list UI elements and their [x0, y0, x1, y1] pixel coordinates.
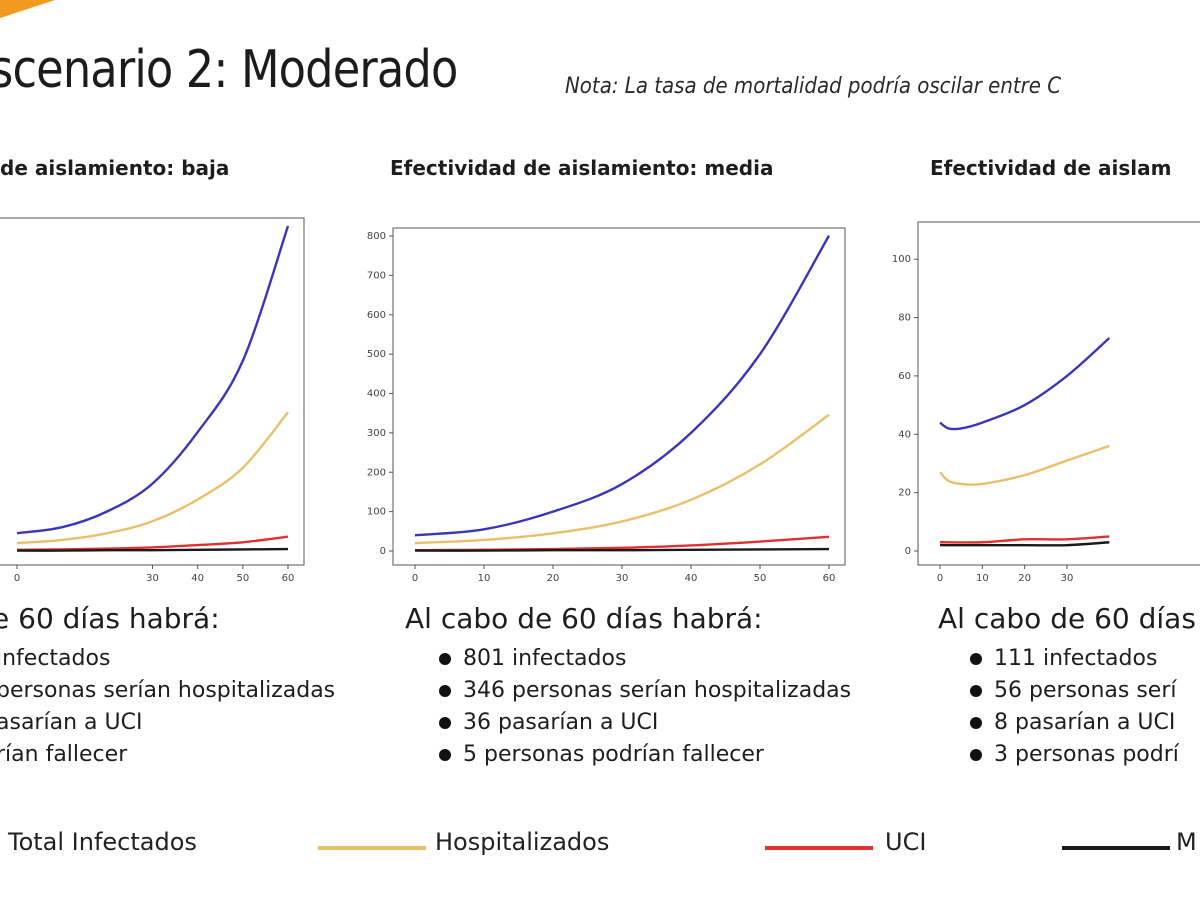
plot-frame [917, 221, 1200, 566]
bullet-icon [970, 653, 982, 665]
list-item: 801 infectados [439, 643, 851, 675]
y-tick-label: 300 [367, 428, 386, 439]
series-total-infectados [16, 225, 290, 535]
plot-frame [392, 227, 846, 566]
series-total-infectados [414, 235, 831, 537]
y-tick-label: 80 [898, 313, 911, 324]
list-item: 3 personas podrí [970, 739, 1196, 771]
x-tick-label: 10 [478, 573, 491, 584]
legend-total-infectados: Total Infectados [0, 828, 220, 864]
y-tick-label: 700 [367, 270, 386, 281]
series-total-infectados [939, 337, 1111, 431]
list-item: 36 pasarían a UCI [439, 707, 851, 739]
series-uci [939, 535, 1110, 544]
panel-1-summary: e 60 días habrá: infectados personas ser… [0, 602, 335, 771]
y-tick-label: 60 [898, 371, 911, 382]
x-tick-label: 30 [1061, 573, 1074, 584]
y-tick-label: 20 [898, 488, 911, 499]
x-tick-label: 60 [823, 573, 836, 584]
panel-3-title: Efectividad de aislam [930, 156, 1172, 180]
legend-label: UCI [885, 828, 927, 856]
bullet-icon [970, 717, 982, 729]
series-hospitalizados [414, 413, 830, 545]
list-item: infectados [0, 646, 111, 671]
summary-heading: Al cabo de 60 días habrá: [405, 602, 763, 635]
x-tick-label: 0 [14, 573, 20, 584]
legend-swatch [1062, 846, 1170, 850]
y-tick-label: 100 [892, 254, 911, 265]
list-item: 8 pasarían a UCI [970, 707, 1196, 739]
list-item: rían fallecer [0, 742, 128, 767]
y-tick-label: 0 [380, 546, 386, 557]
summary-heading: Al cabo de 60 días [938, 602, 1196, 635]
series-muertes [16, 547, 289, 552]
list-item: 346 personas serían hospitalizadas [439, 675, 851, 707]
bullet-icon [439, 685, 451, 697]
x-tick-label: 50 [754, 573, 767, 584]
legend-swatch [765, 846, 873, 850]
x-tick-label: 50 [236, 573, 249, 584]
x-tick-label: 20 [1018, 573, 1031, 584]
corner-accent-shape [0, 0, 55, 18]
list-item: 5 personas podrían fallecer [439, 739, 851, 771]
legend-muertes: M [1062, 828, 1200, 864]
panel-1-title: de aislamiento: baja [0, 156, 230, 180]
y-tick-label: 0 [905, 546, 911, 557]
y-tick-label: 100 [367, 507, 386, 518]
list-item: 111 infectados [970, 643, 1196, 675]
series-muertes [414, 547, 830, 552]
panel-3-summary: Al cabo de 60 días 111 infectados 56 per… [938, 602, 1196, 771]
panel-2-title: Efectividad de aislamiento: media [390, 156, 774, 180]
x-tick-label: 0 [412, 573, 418, 584]
legend-swatch [318, 846, 426, 850]
list-item: personas serían hospitalizadas [0, 678, 336, 703]
y-tick-label: 200 [367, 467, 386, 478]
y-tick-label: 600 [367, 310, 386, 321]
plot-frame [0, 217, 305, 566]
y-tick-label: 40 [898, 429, 911, 440]
bullet-icon [970, 685, 982, 697]
page-title: scenario 2: Moderado [0, 40, 458, 100]
x-tick-label: 40 [685, 573, 698, 584]
list-item: asarían a UCI [0, 710, 143, 735]
x-tick-label: 30 [146, 573, 159, 584]
summary-heading: e 60 días habrá: [0, 602, 220, 635]
bullet-icon [439, 717, 451, 729]
y-tick-label: 800 [367, 231, 386, 242]
bullet-icon [439, 749, 451, 761]
legend-label: Total Infectados [8, 828, 197, 856]
x-tick-label: 10 [976, 573, 989, 584]
legend-label: Hospitalizados [435, 828, 610, 856]
x-tick-label: 20 [547, 573, 560, 584]
x-tick-label: 40 [191, 573, 204, 584]
series-hospitalizados [16, 411, 289, 545]
series-hospitalizados [939, 444, 1110, 486]
legend-uci: UCI [765, 828, 955, 864]
x-tick-label: 60 [282, 573, 295, 584]
legend-hospitalizados: Hospitalizados [318, 828, 638, 864]
list-item: 56 personas serí [970, 675, 1196, 707]
legend-label: M [1176, 828, 1197, 856]
series-muertes [940, 541, 1110, 547]
y-tick-label: 500 [367, 349, 386, 360]
mortality-note: Nota: La tasa de mortalidad podría oscil… [565, 74, 1062, 99]
x-tick-label: 30 [616, 573, 629, 584]
bullet-icon [970, 749, 982, 761]
panel-2-summary: Al cabo de 60 días habrá: 801 infectados… [405, 602, 851, 771]
y-tick-label: 400 [367, 389, 386, 400]
x-tick-label: 0 [937, 573, 943, 584]
bullet-icon [439, 653, 451, 665]
